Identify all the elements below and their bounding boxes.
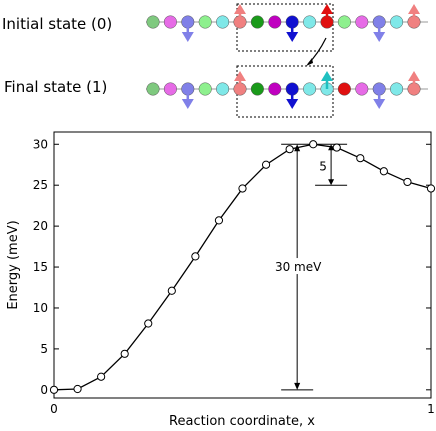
- annotation-label-bg: [275, 258, 322, 275]
- data-point: [379, 167, 388, 176]
- spin-down-icon: [181, 32, 194, 42]
- y-ticks: 0 5 10 15 20 25 30: [33, 137, 431, 397]
- initial-state-label: Initial state (0): [2, 15, 112, 33]
- final-atom: [303, 82, 317, 96]
- arrow-down-icon: [328, 179, 335, 186]
- data-point: [49, 385, 59, 394]
- data-point: [426, 184, 436, 193]
- x-axis-label: Reaction coordinate, x: [169, 414, 315, 429]
- initial-atom: [355, 15, 369, 29]
- spin-down-icon: [373, 99, 386, 109]
- y-tick-label: 25: [33, 178, 48, 192]
- data-point: [73, 384, 82, 394]
- final-atom: [250, 82, 264, 96]
- spin-up-icon: [321, 71, 333, 81]
- initial-atom: [163, 15, 177, 29]
- y-tick-label: 10: [33, 301, 48, 315]
- initial-atom: [268, 15, 282, 29]
- y-tick-label: 0: [40, 383, 48, 397]
- spin-up-icon: [321, 4, 333, 14]
- y-tick-label: 20: [33, 219, 48, 233]
- data-point: [167, 286, 176, 295]
- data-point: [332, 143, 341, 152]
- data-point: [356, 154, 365, 163]
- spin-down-icon: [286, 99, 299, 109]
- spin-up-icon: [408, 71, 420, 81]
- final-atom: [146, 82, 160, 96]
- spin-arrows: [181, 4, 420, 109]
- y-tick-label: 5: [40, 342, 48, 356]
- data-point: [285, 145, 294, 154]
- spin-up-icon: [234, 4, 246, 14]
- energy-curve: [53, 143, 432, 391]
- final-atom: [198, 82, 212, 96]
- y-axis-label: Energy (meV): [6, 220, 21, 309]
- data-points: [49, 140, 436, 394]
- initial-highlight-box: [236, 3, 334, 52]
- data-point: [191, 252, 200, 261]
- initial-atom: [250, 15, 264, 29]
- spin-down-icon: [373, 32, 386, 42]
- final-atom: [163, 82, 177, 96]
- x-tick-label: 1: [427, 402, 435, 416]
- initial-atom: [146, 15, 160, 29]
- plot-frame: [53, 131, 432, 399]
- y-tick-label: 15: [33, 260, 48, 274]
- final-state-label: Final state (1): [4, 78, 107, 96]
- data-point: [238, 184, 247, 193]
- data-point: [309, 140, 318, 149]
- annotation-30mev: 30 meV: [275, 260, 322, 274]
- spin-up-icon: [234, 71, 246, 81]
- initial-atoms: [146, 15, 421, 29]
- initial-atom: [337, 15, 351, 29]
- spin-down-icon: [286, 32, 299, 42]
- initial-atom: [216, 15, 230, 29]
- arrow-down-icon: [294, 382, 301, 390]
- spin-up-icon: [408, 4, 420, 14]
- final-atom: [390, 82, 404, 96]
- final-atom: [337, 82, 351, 96]
- x-tick-label: 0: [50, 402, 58, 416]
- final-atom: [355, 82, 369, 96]
- initial-atom: [303, 15, 317, 29]
- transition-arrowhead: [306, 58, 313, 66]
- data-point: [120, 349, 129, 358]
- data-point: [261, 160, 271, 169]
- data-point: [403, 177, 412, 187]
- spin-down-icon: [181, 99, 194, 109]
- data-point: [214, 216, 224, 225]
- data-point: [144, 319, 153, 328]
- annotations: 30 meV 5: [275, 143, 348, 391]
- initial-atom: [198, 15, 212, 29]
- annotation-5: 5: [319, 159, 327, 173]
- data-point: [97, 372, 106, 381]
- initial-atom: [390, 15, 404, 29]
- y-tick-label: 30: [33, 137, 48, 151]
- schematic: Initial state (0) Final state (1): [2, 3, 428, 118]
- final-atom: [268, 82, 282, 96]
- final-atom: [216, 82, 230, 96]
